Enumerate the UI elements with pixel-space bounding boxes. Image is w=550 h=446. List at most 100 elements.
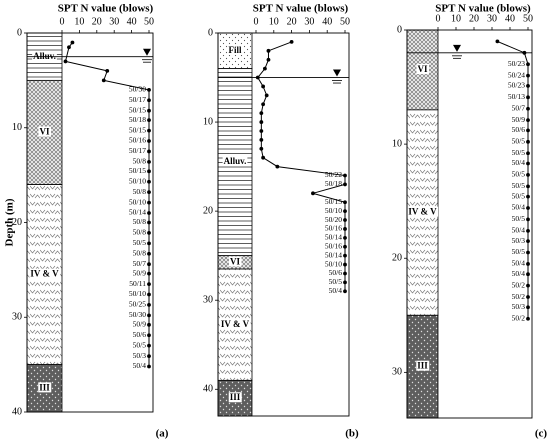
- layer-label: IV & V: [221, 319, 250, 329]
- layer-label: IV & V: [408, 207, 437, 217]
- spt-point: [343, 289, 347, 294]
- spt-point: [147, 211, 151, 215]
- spt-point: [147, 251, 151, 256]
- spt-point: [255, 75, 260, 80]
- spt-point: [526, 95, 530, 100]
- layer-label-bg: [416, 64, 429, 75]
- spt-point: [147, 303, 151, 307]
- x-tick-label: 30: [487, 13, 497, 24]
- spt-point: [526, 128, 530, 133]
- y-tick-label: 0: [17, 27, 22, 38]
- value-label: 50/5: [512, 148, 526, 157]
- value-label: 50/17: [129, 95, 146, 104]
- spt-point: [343, 262, 347, 267]
- spt-point: [147, 282, 151, 286]
- layer-label-bg: [32, 50, 57, 61]
- spt-point: [147, 98, 151, 103]
- spt-point: [147, 241, 151, 246]
- spt-point: [526, 206, 530, 210]
- spt-point: [147, 313, 151, 318]
- spt-point: [526, 305, 530, 310]
- spt-point: [343, 209, 347, 214]
- spt-point: [147, 139, 151, 143]
- spt-point: [526, 118, 530, 123]
- spt-point: [526, 84, 530, 88]
- spt-point: [495, 39, 500, 44]
- chart-title: SPT N value (blows): [435, 3, 531, 15]
- value-label: 50/8: [133, 157, 147, 166]
- spt-point: [526, 184, 530, 189]
- spt-point: [147, 333, 151, 338]
- value-label: 50/16: [129, 136, 146, 145]
- value-label: 50/4: [133, 361, 147, 370]
- value-label: 50/5: [133, 340, 147, 349]
- spt-point: [147, 190, 151, 195]
- layer-label-bg: [38, 382, 52, 393]
- spt-point: [147, 128, 151, 133]
- x-tick-label: 20: [92, 16, 102, 27]
- panel-label: (a): [156, 428, 169, 440]
- spt-point: [526, 295, 530, 299]
- spt-point: [259, 137, 264, 142]
- x-tick-label: 40: [127, 16, 137, 27]
- layer-label-bg: [228, 256, 242, 267]
- water-table-symbol: [453, 44, 461, 52]
- layer-label: VI: [39, 127, 49, 137]
- x-tick-label: 30: [304, 16, 314, 27]
- spt-point: [147, 220, 151, 225]
- value-label: 50/14: [325, 250, 342, 259]
- value-label: 50/14: [325, 233, 342, 242]
- spt-point: [67, 45, 71, 50]
- y-tick-label: 10: [392, 138, 402, 149]
- spt-point: [343, 173, 347, 178]
- value-label: 50/5: [512, 191, 526, 200]
- spt-point: [63, 59, 68, 64]
- value-label: 50/4: [512, 269, 526, 278]
- layer-label: IV & V: [30, 269, 59, 279]
- spt-point: [105, 69, 110, 73]
- value-label: 50/15: [129, 125, 146, 134]
- spt-point: [147, 118, 151, 123]
- panel-label: (b): [345, 428, 359, 440]
- spt-point: [261, 155, 266, 160]
- spt-point: [526, 194, 530, 199]
- spt-point: [264, 93, 269, 98]
- x-tick-label: 0: [60, 16, 65, 27]
- x-tick-label: 40: [322, 16, 332, 27]
- x-tick-label: 30: [109, 16, 119, 27]
- spt-point: [70, 40, 75, 45]
- y-tick-label: 20: [12, 217, 22, 228]
- y-axis-label: Depth (m): [4, 198, 16, 246]
- spt-point: [526, 228, 530, 233]
- value-label: 50/30: [129, 85, 146, 94]
- value-label: 50/16: [325, 241, 342, 250]
- spt-point: [343, 253, 347, 258]
- layer-label: Alluv.: [224, 156, 247, 166]
- value-label: 50/5: [512, 137, 526, 146]
- spt-point: [259, 111, 264, 116]
- spt-point: [147, 231, 151, 235]
- x-tick-label: 10: [74, 16, 84, 27]
- y-tick-label: 10: [12, 122, 22, 133]
- spt-point: [147, 179, 151, 184]
- spt-point: [526, 139, 530, 144]
- spt-point: [259, 120, 264, 124]
- value-label: 50/16: [325, 224, 342, 233]
- value-label: 50/3: [512, 236, 526, 245]
- spt-point: [147, 169, 151, 174]
- spt-point: [343, 280, 347, 285]
- y-tick-label: 30: [203, 295, 213, 306]
- chart-title: SPT N value (blows): [58, 3, 154, 15]
- value-label: 50/4: [512, 158, 526, 167]
- spt-point: [147, 343, 151, 348]
- panel: Fill Alluv. VI IV & V III SPT N value (blows)…: [203, 3, 359, 440]
- spt-point: [147, 292, 151, 297]
- value-label: 50/3: [133, 351, 147, 360]
- spt-point: [526, 106, 530, 111]
- value-label: 50/7: [133, 259, 147, 268]
- value-label: 50/6: [512, 125, 526, 134]
- spt-point: [259, 129, 264, 133]
- spt-point: [526, 161, 530, 166]
- y-tick-label: 30: [392, 367, 402, 378]
